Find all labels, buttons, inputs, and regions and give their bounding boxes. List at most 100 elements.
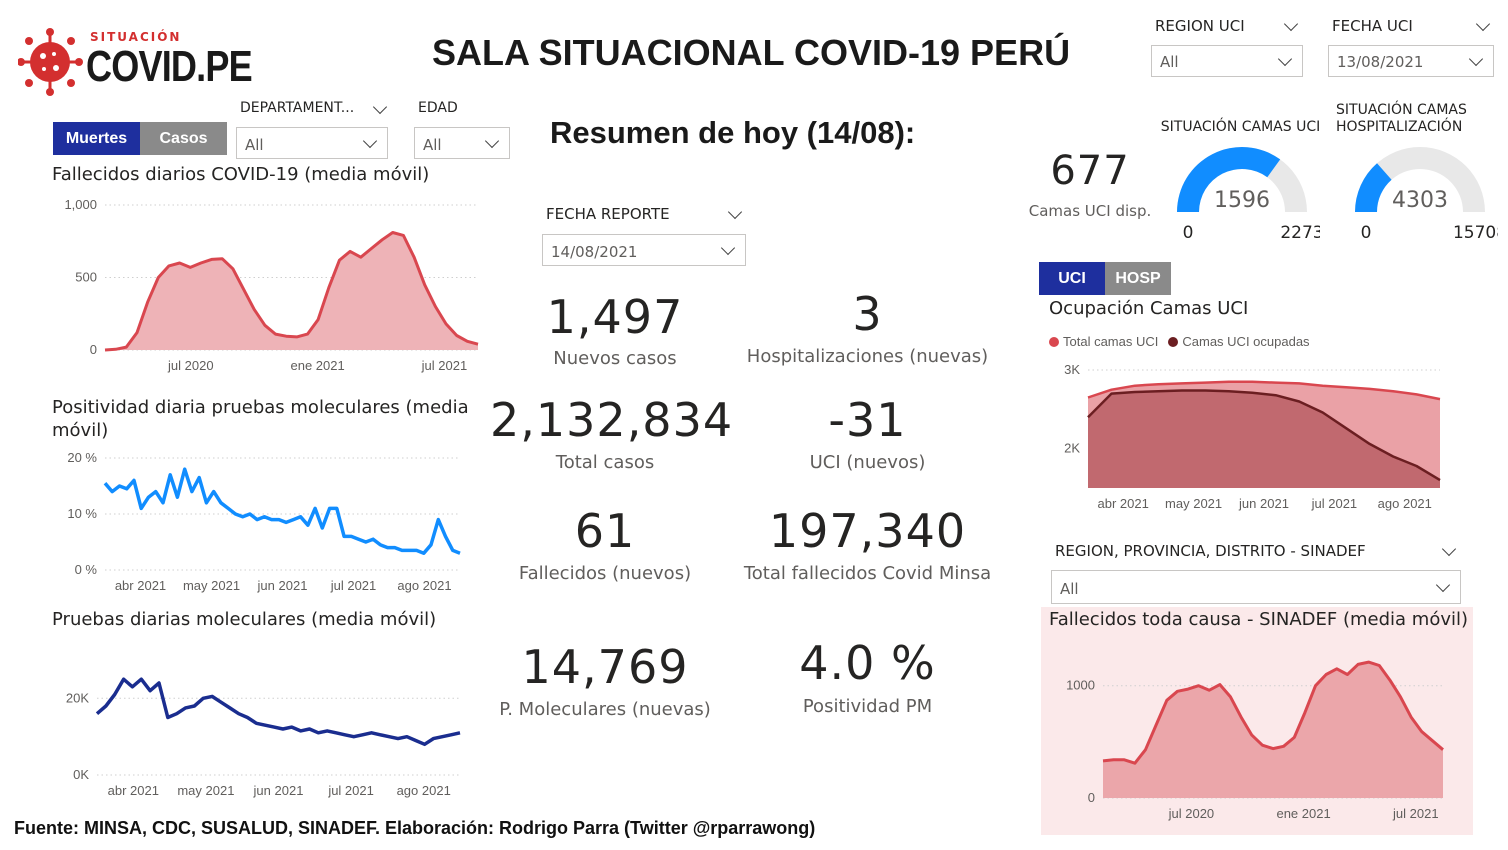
legend-total-label: Total camas UCI	[1063, 334, 1159, 349]
departamento-value: All	[245, 136, 264, 154]
chevron-down-icon	[1277, 51, 1293, 67]
x-tick-label: abr 2021	[108, 783, 159, 798]
gauge-hosp: 4303 0 15708	[1355, 147, 1498, 243]
fallecidos-chart-title: Fallecidos diarios COVID-19 (media móvil…	[52, 164, 430, 185]
gauge-fill	[1355, 163, 1392, 212]
kpi-nuevos-casos-label: Nuevos casos	[553, 348, 677, 369]
brand-small: SITUACIÓN	[90, 30, 182, 44]
y-tick-label: 0 %	[75, 562, 98, 577]
kpi-total-casos-label: Total casos	[555, 452, 655, 473]
toggle-muertes-button[interactable]: Muertes	[53, 122, 140, 155]
chevron-down-icon[interactable]	[372, 99, 388, 115]
x-tick-label: ene 2021	[1276, 806, 1330, 821]
region-sinadef-dropdown[interactable]: All	[1051, 570, 1461, 604]
chevron-down-icon	[1435, 577, 1451, 593]
uci-chart: 2K 3K abr 2021 may 2021 jun 2021 jul 2021 ago …	[1064, 362, 1441, 511]
departamento-dropdown[interactable]: All	[236, 127, 388, 159]
page-title: SALA SITUACIONAL COVID-19 PERÚ	[432, 32, 1071, 73]
virus-icon	[18, 28, 83, 96]
kpi-moleculares-label: P. Moleculares (nuevas)	[499, 699, 711, 720]
x-tick-label: jul 2021	[327, 783, 374, 798]
chevron-down-icon[interactable]	[727, 204, 743, 220]
region-uci-dropdown[interactable]: All	[1151, 45, 1303, 77]
fallecidos-chart: 0 500 1,000 jul 2020 ene 2021 jul 2021	[64, 197, 479, 373]
chevron-down-icon[interactable]	[1441, 541, 1457, 557]
toggle-uci-button[interactable]: UCI	[1039, 262, 1105, 295]
fecha-reporte-dropdown[interactable]: 14/08/2021	[542, 234, 746, 266]
kpi-positividad-value: 4.0 %	[799, 636, 936, 690]
y-tick-label: 1000	[1066, 678, 1095, 693]
y-tick-label: 2K	[1064, 441, 1080, 456]
kpi-fallecidos-value: 61	[574, 504, 636, 558]
series-area	[105, 232, 478, 350]
x-tick-label: abr 2021	[1098, 496, 1149, 511]
camas-uci-disp-value: 677	[1050, 148, 1130, 194]
kpi-hospitalizaciones-label: Hospitalizaciones (nuevas)	[746, 346, 989, 367]
fecha-uci-dropdown[interactable]: 13/08/2021	[1328, 45, 1494, 77]
brand-big: COVID.PE	[86, 42, 253, 91]
chevron-down-icon[interactable]	[1475, 16, 1491, 32]
chevron-down-icon[interactable]	[1283, 16, 1299, 32]
gauge-max: 2273	[1280, 223, 1320, 243]
region-sinadef-slicer-title: REGION, PROVINCIA, DISTRITO - SINADEF	[1055, 542, 1366, 560]
kpi-total-fallecidos-label: Total fallecidos Covid Minsa	[743, 563, 992, 584]
x-tick-label: ago 2021	[1378, 496, 1432, 511]
y-tick-label: 20K	[66, 690, 89, 705]
x-tick-label: jul 2020	[1168, 806, 1215, 821]
y-tick-label: 20 %	[67, 450, 97, 465]
camas-uci-disp-label: Camas UCI disp.	[1028, 202, 1152, 220]
x-tick-label: jul 2021	[1392, 806, 1439, 821]
gauge-hosp-title: SITUACIÓN CAMAS HOSPITALIZACIÓN	[1336, 102, 1467, 135]
gauge-uci: 1596 0 2273	[1177, 147, 1320, 243]
y-tick-label: 0K	[73, 767, 89, 782]
x-tick-label: jun 2021	[1238, 496, 1289, 511]
brand-logo: SITUACIÓN COVID.PE	[14, 16, 253, 96]
x-tick-label: jul 2021	[1311, 496, 1358, 511]
toggle-casos-button[interactable]: Casos	[140, 122, 227, 155]
x-tick-label: abr 2021	[115, 578, 166, 593]
edad-value: All	[423, 136, 442, 154]
toggle-hosp-button[interactable]: HOSP	[1105, 262, 1171, 295]
x-tick-label: jul 2021	[330, 578, 377, 593]
chevron-down-icon	[484, 133, 500, 149]
kpi-uci-nuevos-value: -31	[828, 393, 907, 447]
y-tick-label: 0	[1088, 790, 1095, 805]
gauge-track	[1355, 147, 1485, 212]
fecha-reporte-slicer-title: FECHA REPORTE	[546, 205, 670, 223]
x-tick-label: may 2021	[183, 578, 240, 593]
fecha-uci-value: 13/08/2021	[1337, 53, 1424, 71]
x-tick-label: ene 2021	[290, 358, 344, 373]
metric-toggle: Muertes Casos	[53, 122, 227, 155]
sinadef-chart: 0 1000 jul 2020 ene 2021 jul 2021	[1066, 660, 1444, 821]
x-tick-label: jun 2021	[257, 578, 308, 593]
departamento-slicer-title: DEPARTAMENT...	[240, 100, 355, 116]
x-tick-label: may 2021	[1165, 496, 1222, 511]
series-line	[104, 231, 479, 352]
legend-dot-occupied	[1168, 336, 1179, 347]
kpi-uci-nuevos-label: UCI (nuevos)	[809, 452, 926, 473]
series-line	[1087, 380, 1441, 401]
edad-dropdown[interactable]: All	[414, 127, 510, 159]
y-tick-label: 0	[90, 342, 97, 357]
legend-dot-total	[1049, 336, 1059, 347]
positividad-chart: 0 % 10 % 20 % abr 2021 may 2021 jun 2021 jul 2…	[67, 450, 461, 593]
gauge-uci-title: SITUACIÓN CAMAS UCI	[1160, 119, 1321, 135]
uci-legend: Total camas UCI Camas UCI ocupadas	[1049, 334, 1310, 349]
kpi-hospitalizaciones-value: 3	[852, 287, 883, 341]
y-tick-label: 10 %	[67, 506, 97, 521]
gauge-value: 4303	[1392, 188, 1448, 213]
gauge-max: 15708	[1453, 223, 1498, 243]
region-uci-value: All	[1160, 53, 1179, 71]
legend-occupied-label: Camas UCI ocupadas	[1182, 334, 1310, 349]
edad-slicer-title: EDAD	[418, 100, 458, 116]
chevron-down-icon	[720, 240, 736, 256]
x-tick-label: jun 2021	[253, 783, 304, 798]
series-line	[95, 677, 461, 747]
y-tick-label: 500	[75, 270, 97, 285]
gauge-min: 0	[1183, 223, 1194, 243]
uci-chart-title: Ocupación Camas UCI	[1049, 298, 1249, 319]
kpi-nuevos-casos-value: 1,497	[546, 290, 684, 344]
series-line	[103, 467, 461, 555]
kpi-fallecidos-label: Fallecidos (nuevos)	[518, 563, 692, 584]
series-area	[1088, 390, 1440, 488]
